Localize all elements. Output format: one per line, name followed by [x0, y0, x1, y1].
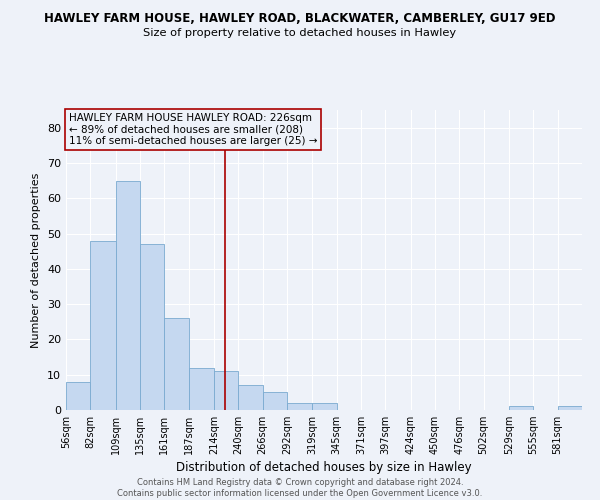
- Bar: [188, 368, 214, 410]
- Bar: [91, 240, 116, 410]
- Bar: [66, 382, 91, 410]
- Bar: [312, 403, 337, 410]
- Bar: [238, 386, 263, 410]
- Bar: [164, 318, 188, 410]
- Text: Size of property relative to detached houses in Hawley: Size of property relative to detached ho…: [143, 28, 457, 38]
- Text: HAWLEY FARM HOUSE, HAWLEY ROAD, BLACKWATER, CAMBERLEY, GU17 9ED: HAWLEY FARM HOUSE, HAWLEY ROAD, BLACKWAT…: [44, 12, 556, 26]
- Y-axis label: Number of detached properties: Number of detached properties: [31, 172, 41, 348]
- Bar: [140, 244, 164, 410]
- Text: HAWLEY FARM HOUSE HAWLEY ROAD: 226sqm
← 89% of detached houses are smaller (208): HAWLEY FARM HOUSE HAWLEY ROAD: 226sqm ← …: [68, 113, 317, 146]
- Bar: [214, 371, 238, 410]
- Bar: [557, 406, 582, 410]
- Bar: [287, 403, 312, 410]
- X-axis label: Distribution of detached houses by size in Hawley: Distribution of detached houses by size …: [176, 462, 472, 474]
- Text: Contains HM Land Registry data © Crown copyright and database right 2024.
Contai: Contains HM Land Registry data © Crown c…: [118, 478, 482, 498]
- Bar: [116, 180, 140, 410]
- Bar: [509, 406, 533, 410]
- Bar: [263, 392, 287, 410]
